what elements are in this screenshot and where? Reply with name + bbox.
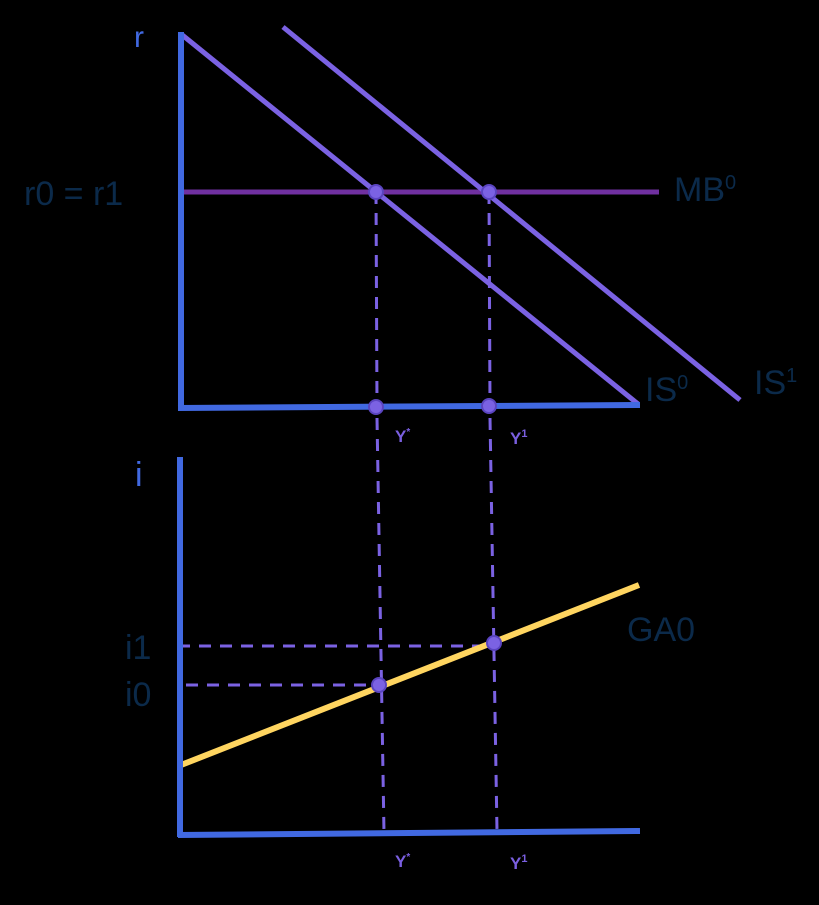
y-axis-bottom [177,828,641,838]
y1-tick-label-bottom: Y1 [510,853,527,873]
point-i0-ystar [371,677,387,693]
y1-tick-label-top: Y1 [510,428,527,448]
dashed-ystar-bottom [375,417,386,834]
is1-curve [281,25,742,402]
i1-label: i1 [125,629,151,667]
is1-label: IS1 [754,364,797,402]
dashed-ystar-top [374,191,379,408]
y-axis-top [177,402,641,411]
equilibrium-point-is0-mb0 [368,184,384,200]
ystar-tick-label-top: Y* [395,427,410,446]
is0-curve [179,32,640,406]
point-y1-axis-top [481,398,497,414]
rate-label: r0 = r1 [24,175,123,213]
ystar-tick-label-bottom: Y* [395,852,410,871]
dashed-y1-bottom [488,417,499,832]
ga0-label: GA0 [627,611,695,649]
top-panel: r r0 = r1 MB0 IS0 IS1 Y* Y1 [24,21,797,448]
i-axis-label: i [135,456,143,494]
point-i1-y1 [486,635,502,651]
ga0-line [179,582,641,768]
point-ystar-axis-top [368,399,384,415]
equilibrium-point-is1-mb0 [481,184,497,200]
i0-label: i0 [125,676,151,714]
bottom-panel: i i1 i0 GA0 Y* Y1 [125,417,695,873]
is0-label: IS0 [645,371,688,409]
mb0-label: MB0 [674,171,736,209]
r-axis-label: r [134,21,144,54]
dashed-y1-top [487,191,492,408]
